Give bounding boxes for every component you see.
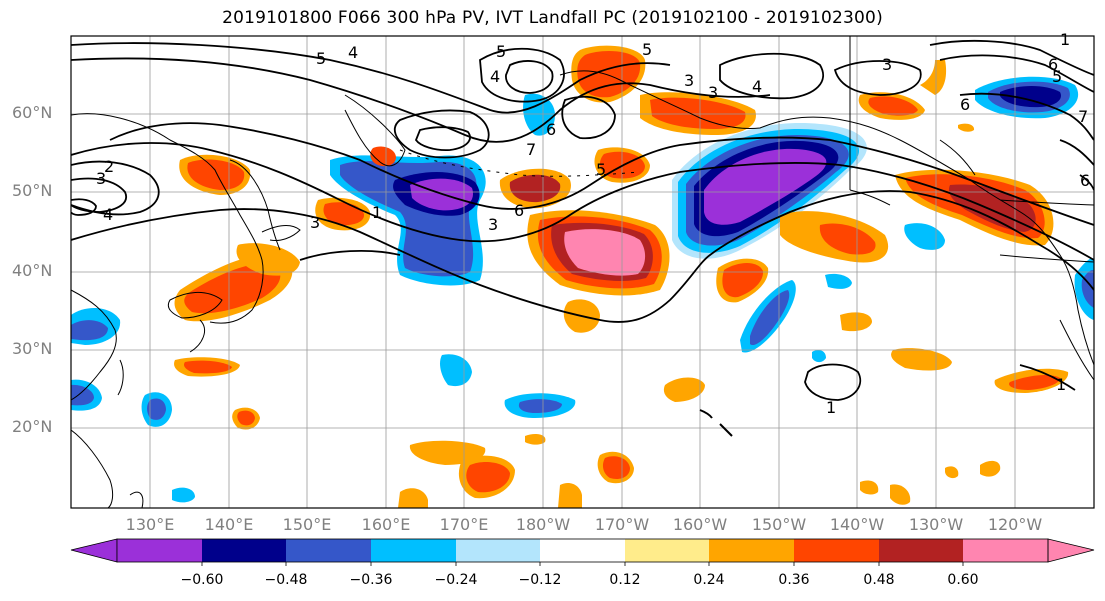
contour-label: 4 <box>490 67 500 86</box>
colorbar-bin <box>456 539 540 562</box>
lon-label-170w: 170°W <box>594 515 650 534</box>
contour-label: 5 <box>642 40 652 59</box>
contour-label: 4 <box>752 77 762 96</box>
lon-label-150e: 150°E <box>282 515 332 534</box>
colorbar-bin <box>625 539 709 562</box>
contour-label: 5 <box>316 49 326 68</box>
gridlines <box>71 36 1094 508</box>
contour-label: 5 <box>496 42 506 61</box>
lon-label-140w: 140°W <box>829 515 885 534</box>
colorbar-tick-label: −0.60 <box>180 572 224 588</box>
contour-label: 7 <box>526 140 536 159</box>
lon-label-140e: 140°E <box>204 515 254 534</box>
colorbar-tick-label: −0.48 <box>264 572 308 588</box>
pv-contours <box>71 39 1094 401</box>
colorbar-extend-max <box>1047 538 1095 563</box>
colorbar <box>70 538 1095 566</box>
contour-label: 5 <box>1052 67 1062 86</box>
coastlines <box>71 36 1094 508</box>
colorbar-extend-min <box>70 538 118 563</box>
colorbar-bin <box>117 539 202 562</box>
lon-label-120w: 120°W <box>987 515 1043 534</box>
lat-label-30n: 30°N <box>12 339 53 358</box>
pv-anomaly-fill <box>71 45 1094 508</box>
colorbar-tick-label: 0.60 <box>947 572 979 588</box>
colorbar-tick-label: 0.36 <box>778 572 810 588</box>
contour-label: 1 <box>1060 30 1070 49</box>
contour-label: 4 <box>348 43 358 62</box>
lon-label-130w: 130°W <box>908 515 964 534</box>
contour-labels: 5 4 5 4 3 4 3 2 3 4 3 1 5 6 3 6 7 5 6 5 … <box>96 30 1090 417</box>
lon-label-160e: 160°E <box>361 515 411 534</box>
contour-label: 1 <box>1056 375 1066 394</box>
contour-label: 6 <box>960 95 970 114</box>
colorbar-bin <box>371 539 456 562</box>
lon-label-150w: 150°W <box>751 515 807 534</box>
lon-label-180w: 180°W <box>515 515 571 534</box>
colorbar-tick-label: 0.48 <box>863 572 895 588</box>
colorbar-bin <box>540 539 625 562</box>
contour-label: 1 <box>826 398 836 417</box>
contour-label: 3 <box>310 213 320 232</box>
contour-label: 3 <box>684 71 694 90</box>
contour-label: 3 <box>882 55 892 74</box>
contour-label: 6 <box>1080 171 1090 190</box>
lon-label-130e: 130°E <box>125 515 175 534</box>
contour-label: 6 <box>546 120 556 139</box>
colorbar-bin <box>286 539 371 562</box>
contour-label: 3 <box>488 215 498 234</box>
contour-label: 7 <box>1078 107 1088 126</box>
colorbar-bin <box>794 539 879 562</box>
contour-label: 3 <box>96 169 106 188</box>
colorbar-bin <box>709 539 794 562</box>
contour-label: 1 <box>372 203 382 222</box>
lon-label-170e: 170°E <box>439 515 489 534</box>
colorbar-tick-label: −0.12 <box>518 572 562 588</box>
colorbar-tick-label: 0.24 <box>693 572 725 588</box>
contour-label: 4 <box>103 205 113 224</box>
contour-label: 6 <box>514 201 524 220</box>
colorbar-bin <box>879 539 963 562</box>
contour-label: 6 <box>1048 55 1058 74</box>
colorbar-tick-label: 0.12 <box>609 572 641 588</box>
lat-label-60n: 60°N <box>12 103 53 122</box>
figure-title: 2019101800 F066 300 hPa PV, IVT Landfall… <box>222 8 883 28</box>
contour-label: 3 <box>708 83 718 102</box>
lat-label-20n: 20°N <box>12 417 53 436</box>
lat-label-50n: 50°N <box>12 181 53 200</box>
colorbar-bin <box>202 539 286 562</box>
contour-label: 2 <box>104 157 114 176</box>
lat-label-40n: 40°N <box>12 261 53 280</box>
colorbar-bin <box>963 539 1048 562</box>
colorbar-tick-label: −0.24 <box>434 572 478 588</box>
lon-label-160w: 160°W <box>672 515 728 534</box>
contour-label: 5 <box>596 160 606 179</box>
colorbar-tick-label: −0.36 <box>349 572 393 588</box>
